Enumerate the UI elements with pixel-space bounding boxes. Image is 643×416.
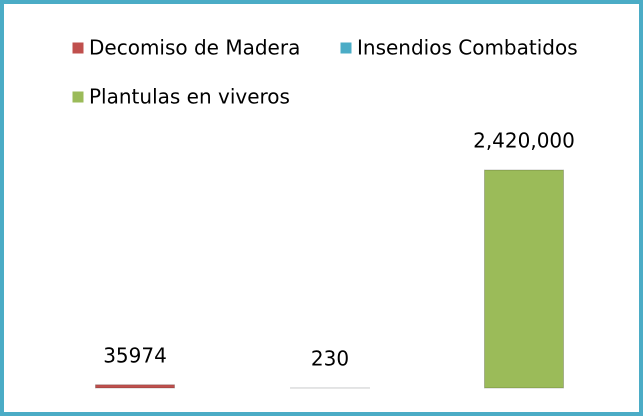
legend-swatch (339, 41, 353, 55)
legend-swatch (71, 41, 85, 55)
legend-swatch (71, 90, 85, 104)
data-label: 230 (311, 346, 349, 370)
bar (95, 384, 175, 389)
legend-label: Insendios Combatidos (357, 36, 578, 60)
legend-label: Decomiso de Madera (89, 36, 300, 60)
data-label: 2,420,000 (473, 129, 575, 153)
legend-label: Plantulas en viveros (89, 85, 290, 109)
data-label: 35974 (103, 343, 167, 367)
bar (484, 169, 564, 389)
